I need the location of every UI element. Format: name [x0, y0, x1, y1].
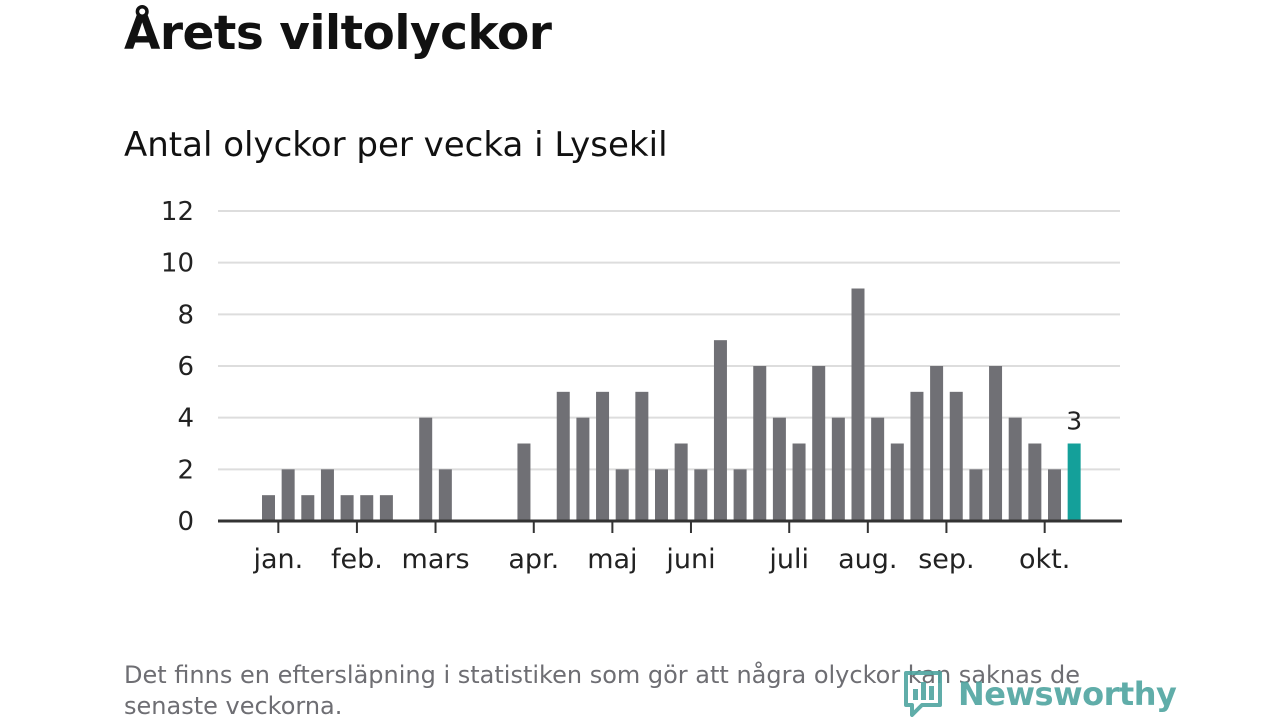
- bar: [419, 417, 433, 521]
- bar: [753, 366, 767, 521]
- bar: [340, 495, 354, 521]
- bar-chart: 0 2 4 6 8 10 12 jan. feb. mars apr. maj juni juli aug.…: [161, 197, 1122, 575]
- y-tick-label: 2: [177, 455, 194, 485]
- bar: [831, 417, 845, 521]
- bar: [871, 417, 885, 521]
- x-tick-label: mars: [402, 544, 470, 575]
- newsworthy-logo: Newsworthy: [902, 668, 1177, 720]
- bar: [301, 495, 315, 521]
- bar: [930, 366, 944, 521]
- bar: [989, 366, 1003, 521]
- x-tick-label: juni: [665, 544, 715, 575]
- x-tick-label: sep.: [918, 544, 974, 575]
- y-tick-label: 6: [177, 352, 194, 382]
- x-tick-label: maj: [587, 544, 637, 575]
- bar: [674, 443, 688, 521]
- bar: [1008, 417, 1022, 521]
- bars: [262, 288, 1081, 521]
- x-axis: [218, 519, 1122, 533]
- bar: [733, 469, 747, 521]
- bar: [281, 469, 295, 521]
- bar: [320, 469, 334, 521]
- bar: [360, 495, 374, 521]
- chart-title: Årets viltolyckor: [124, 6, 552, 61]
- bar-highlight: [1067, 443, 1081, 521]
- bar: [890, 443, 904, 521]
- bar: [694, 469, 708, 521]
- labels: 0 2 4 6 8 10 12 jan. feb. mars apr. maj juni juli aug.…: [161, 197, 1082, 575]
- gridlines: [218, 210, 1120, 471]
- bar: [1028, 443, 1042, 521]
- x-tick-label: aug.: [838, 544, 897, 575]
- bar: [851, 288, 865, 521]
- y-tick-label: 12: [161, 197, 194, 227]
- bar: [635, 391, 649, 521]
- bar: [910, 391, 924, 521]
- y-tick-label: 0: [177, 507, 194, 537]
- bar-chart-speech-icon: [904, 671, 942, 717]
- bar: [1048, 469, 1061, 521]
- bar: [969, 469, 983, 521]
- x-tick-label: apr.: [508, 544, 559, 575]
- bar: [812, 366, 826, 521]
- y-tick-label: 8: [177, 300, 194, 330]
- bar: [949, 391, 963, 521]
- x-tick-label: okt.: [1019, 544, 1070, 575]
- chart-subtitle: Antal olyckor per vecka i Lysekil: [124, 125, 668, 165]
- bar: [262, 495, 275, 521]
- bar: [438, 469, 452, 521]
- x-tick-label: juli: [768, 544, 809, 575]
- bar: [596, 391, 610, 521]
- y-tick-label: 10: [161, 249, 194, 279]
- bar: [379, 495, 393, 521]
- x-tick-label: jan.: [252, 544, 303, 575]
- bar: [792, 443, 806, 521]
- bar: [556, 391, 570, 521]
- bar: [615, 469, 629, 521]
- x-tick-label: feb.: [331, 544, 383, 575]
- bar: [576, 417, 590, 521]
- bar: [772, 417, 786, 521]
- bar: [517, 443, 531, 521]
- bar: [655, 469, 668, 521]
- bar: [713, 340, 727, 521]
- data-label: 3: [1066, 407, 1082, 436]
- y-tick-label: 4: [177, 404, 194, 434]
- logo-text: Newsworthy: [958, 675, 1177, 713]
